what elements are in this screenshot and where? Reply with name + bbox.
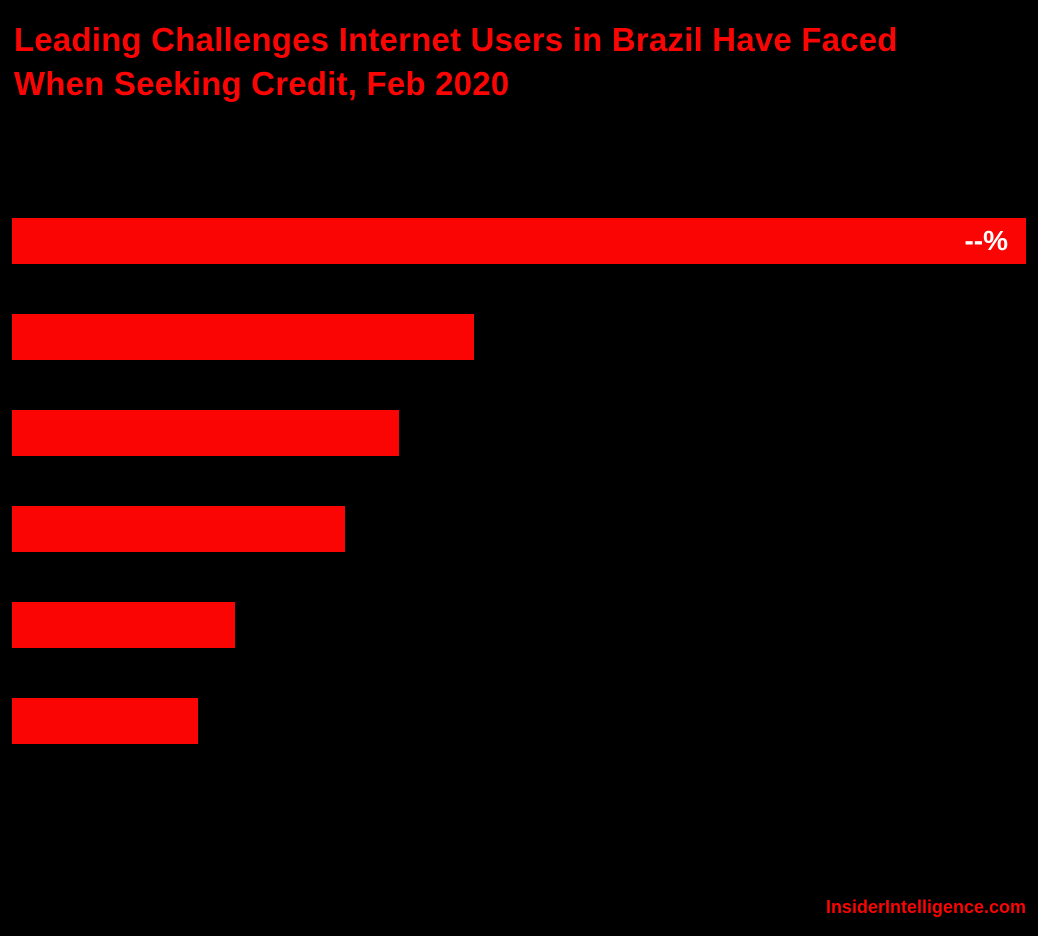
bar-chart: --% xyxy=(12,218,1026,794)
bar xyxy=(12,698,198,744)
bar xyxy=(12,314,475,360)
bar xyxy=(12,602,236,648)
chart-title: Leading Challenges Internet Users in Bra… xyxy=(14,21,898,102)
bar-row xyxy=(12,410,1026,456)
bar xyxy=(12,506,345,552)
bar-row xyxy=(12,314,1026,360)
bar xyxy=(12,410,400,456)
bar: --% xyxy=(12,218,1026,264)
bar-value-label: --% xyxy=(964,225,1008,256)
bar-row xyxy=(12,698,1026,744)
bar-row xyxy=(12,506,1026,552)
bar-row xyxy=(12,602,1026,648)
brand-footer: InsiderIntelligence.com xyxy=(825,897,1026,917)
bar-row: --% xyxy=(12,218,1026,264)
